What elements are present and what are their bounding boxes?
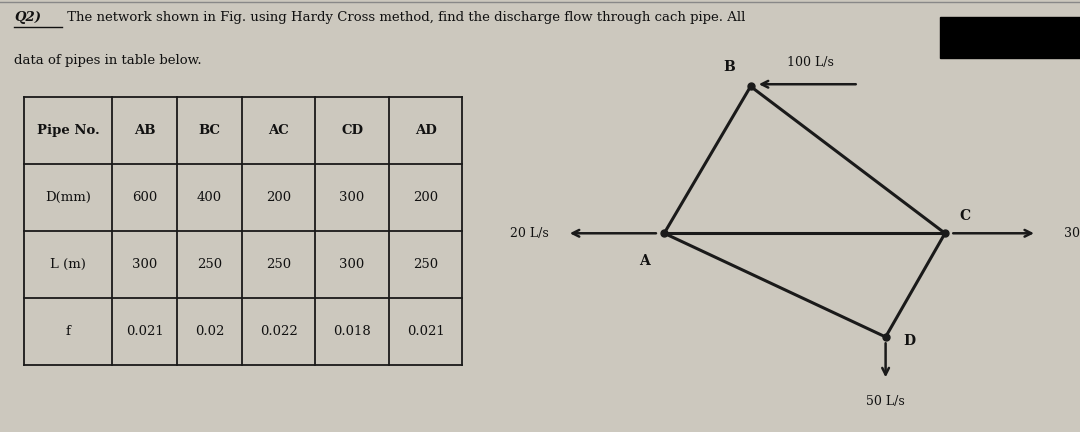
Text: data of pipes in table below.: data of pipes in table below. xyxy=(14,54,202,67)
Text: 0.02: 0.02 xyxy=(194,325,225,338)
Text: AB: AB xyxy=(134,124,156,137)
Text: C: C xyxy=(959,209,970,223)
Text: A: A xyxy=(639,254,650,268)
Text: 300: 300 xyxy=(132,258,158,271)
Text: 0.021: 0.021 xyxy=(407,325,444,338)
Text: 0.018: 0.018 xyxy=(334,325,370,338)
Text: 50 L/s: 50 L/s xyxy=(866,395,905,408)
Text: AC: AC xyxy=(268,124,289,137)
Text: 300: 300 xyxy=(339,258,365,271)
Text: 200: 200 xyxy=(266,191,292,204)
Text: 250: 250 xyxy=(413,258,438,271)
Text: 250: 250 xyxy=(266,258,292,271)
Text: BC: BC xyxy=(199,124,220,137)
Text: 250: 250 xyxy=(197,258,222,271)
Text: 0.021: 0.021 xyxy=(126,325,163,338)
Text: 200: 200 xyxy=(413,191,438,204)
Text: f: f xyxy=(66,325,70,338)
Text: 20 L/s: 20 L/s xyxy=(510,227,549,240)
Text: 100 L/s: 100 L/s xyxy=(786,56,834,69)
Text: Pipe No.: Pipe No. xyxy=(37,124,99,137)
Text: D(mm): D(mm) xyxy=(45,191,91,204)
Text: 30 L/s: 30 L/s xyxy=(1064,227,1080,240)
Text: 300: 300 xyxy=(339,191,365,204)
Text: AD: AD xyxy=(415,124,436,137)
Text: 400: 400 xyxy=(197,191,222,204)
Text: D: D xyxy=(903,334,916,348)
Text: L (m): L (m) xyxy=(50,258,86,271)
Text: B: B xyxy=(724,60,734,74)
Text: CD: CD xyxy=(341,124,363,137)
Text: Q2): Q2) xyxy=(14,11,41,24)
Text: The network shown in Fig. using Hardy Cross method, find the discharge flow thro: The network shown in Fig. using Hardy Cr… xyxy=(63,11,745,24)
Text: 0.022: 0.022 xyxy=(260,325,297,338)
Bar xyxy=(940,17,1080,58)
Text: 600: 600 xyxy=(132,191,158,204)
